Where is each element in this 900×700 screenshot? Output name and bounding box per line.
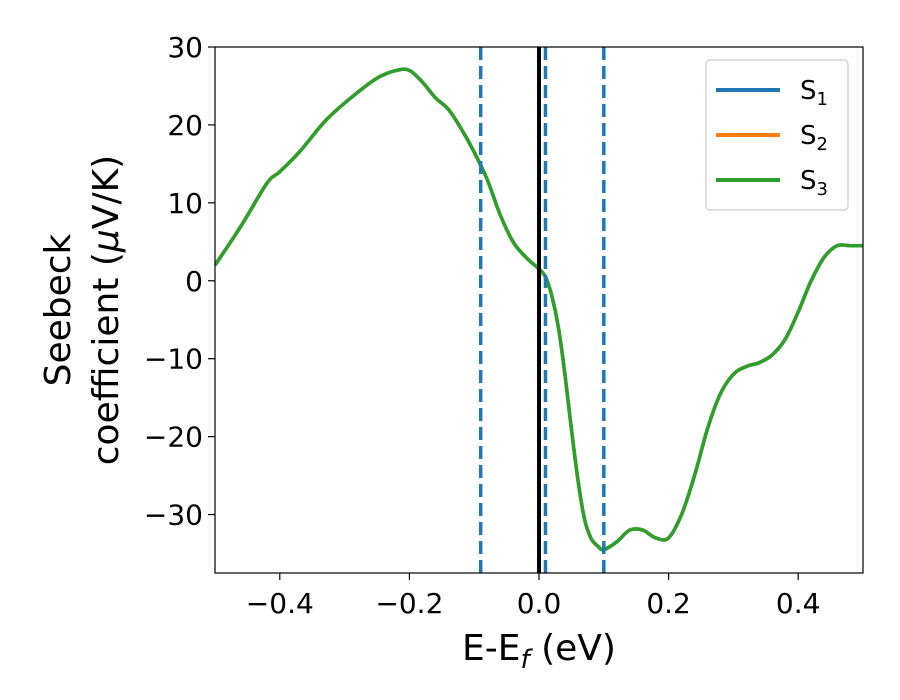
y-tick-label: 30 bbox=[167, 31, 203, 64]
x-tick-label: 0.4 bbox=[776, 587, 821, 620]
x-tick-label: 0.2 bbox=[646, 587, 691, 620]
y-axis-label-line1: Seebeck bbox=[38, 233, 79, 386]
y-tick-label: 20 bbox=[167, 109, 203, 142]
x-tick-label: 0.0 bbox=[517, 587, 562, 620]
y-tick-label: −30 bbox=[144, 499, 203, 532]
y-tick-label: −10 bbox=[144, 343, 203, 376]
y-tick-label: −20 bbox=[144, 421, 203, 454]
legend-label-s1: S1 bbox=[800, 76, 828, 110]
legend: S1 S2 S3 bbox=[705, 59, 849, 211]
y-tick-label: 10 bbox=[167, 187, 203, 220]
series-line-s3 bbox=[215, 67, 863, 552]
y-axis-label: Seebeck coefficient (μV/K) bbox=[38, 155, 127, 465]
x-axis-ticks: −0.4 −0.2 0.0 0.2 0.4 bbox=[246, 573, 821, 620]
x-tick-label: −0.2 bbox=[375, 587, 443, 620]
legend-label-s3: S3 bbox=[800, 166, 828, 200]
legend-label-s2: S2 bbox=[800, 121, 828, 155]
y-axis-ticks: 30 20 10 0 −10 −20 −30 bbox=[144, 31, 215, 532]
y-axis-label-line2: coefficient (μV/K) bbox=[86, 155, 127, 465]
x-tick-label: −0.4 bbox=[246, 587, 314, 620]
plot-area bbox=[215, 47, 863, 573]
x-axis-label: E-Ef (eV) bbox=[462, 628, 616, 675]
y-tick-label: 0 bbox=[185, 265, 203, 298]
